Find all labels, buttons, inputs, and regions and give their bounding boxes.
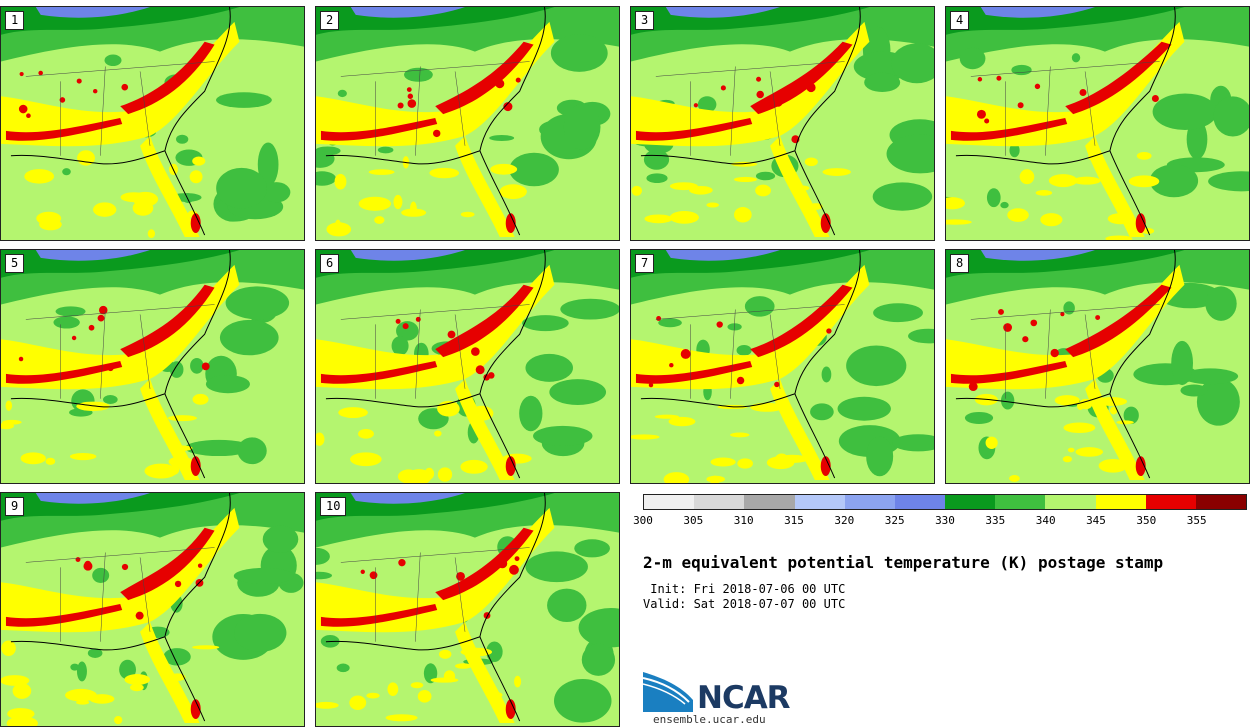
colorbar-swatch <box>744 495 795 509</box>
colorbar-tick-label: 340 <box>1035 514 1056 527</box>
colorbar-swatch <box>644 495 695 509</box>
init-time: Init: Fri 2018-07-06 00 UTC <box>643 582 846 596</box>
member-label: 1 <box>5 11 25 30</box>
map-panel: 6 <box>315 249 620 484</box>
map-panel: 7 <box>630 249 935 484</box>
colorbar-swatch <box>794 495 845 509</box>
map-panel: 4 <box>945 6 1250 241</box>
colorbar-swatch <box>1095 495 1146 509</box>
colorbar-swatch <box>995 495 1046 509</box>
map-panel: 5 <box>0 249 305 484</box>
map-panel: 3 <box>630 6 935 241</box>
colorbar-swatch <box>945 495 996 509</box>
colorbar-tick-label: 355 <box>1186 514 1207 527</box>
colorbar <box>643 494 1247 510</box>
colorbar-swatch <box>1145 495 1196 509</box>
map-panel: 10 <box>315 492 620 727</box>
colorbar-swatch <box>1045 495 1096 509</box>
member-label: 10 <box>320 497 347 516</box>
member-label: 5 <box>5 254 25 273</box>
colorbar-tick-label: 315 <box>784 514 804 527</box>
colorbar-tick-label: 310 <box>733 514 754 527</box>
valid-time: Valid: Sat 2018-07-07 00 UTC <box>643 597 846 611</box>
colorbar-tick-label: 320 <box>834 514 855 527</box>
colorbar-tick-label: 300 <box>633 514 653 527</box>
colorbar-swatch <box>844 495 895 509</box>
member-label: 9 <box>5 497 25 516</box>
member-label: 8 <box>950 254 970 273</box>
member-label: 4 <box>950 11 970 30</box>
member-label: 6 <box>320 254 340 273</box>
site-url[interactable]: ensemble.ucar.edu <box>653 713 766 726</box>
plot-title: 2-m equivalent potential temperature (K)… <box>643 553 1164 572</box>
map-panel: 8 <box>945 249 1250 484</box>
ncar-logo-icon <box>643 672 693 712</box>
member-label: 7 <box>635 254 655 273</box>
member-label: 2 <box>320 11 340 30</box>
map-panel: 2 <box>315 6 620 241</box>
map-panel: 1 <box>0 6 305 241</box>
colorbar-tick-label: 345 <box>1086 514 1106 527</box>
colorbar-tick-label: 325 <box>884 514 905 527</box>
map-panel: 9 <box>0 492 305 727</box>
colorbar-swatch <box>694 495 745 509</box>
colorbar-swatch <box>1195 495 1247 509</box>
colorbar-tick-label: 335 <box>985 514 1006 527</box>
member-label: 3 <box>635 11 655 30</box>
colorbar-tick-label: 330 <box>935 514 955 527</box>
colorbar-tick-label: 305 <box>683 514 704 527</box>
colorbar-swatch <box>894 495 946 509</box>
logo-wordmark: NCAR <box>697 680 791 716</box>
colorbar-tick-label: 350 <box>1136 514 1157 527</box>
